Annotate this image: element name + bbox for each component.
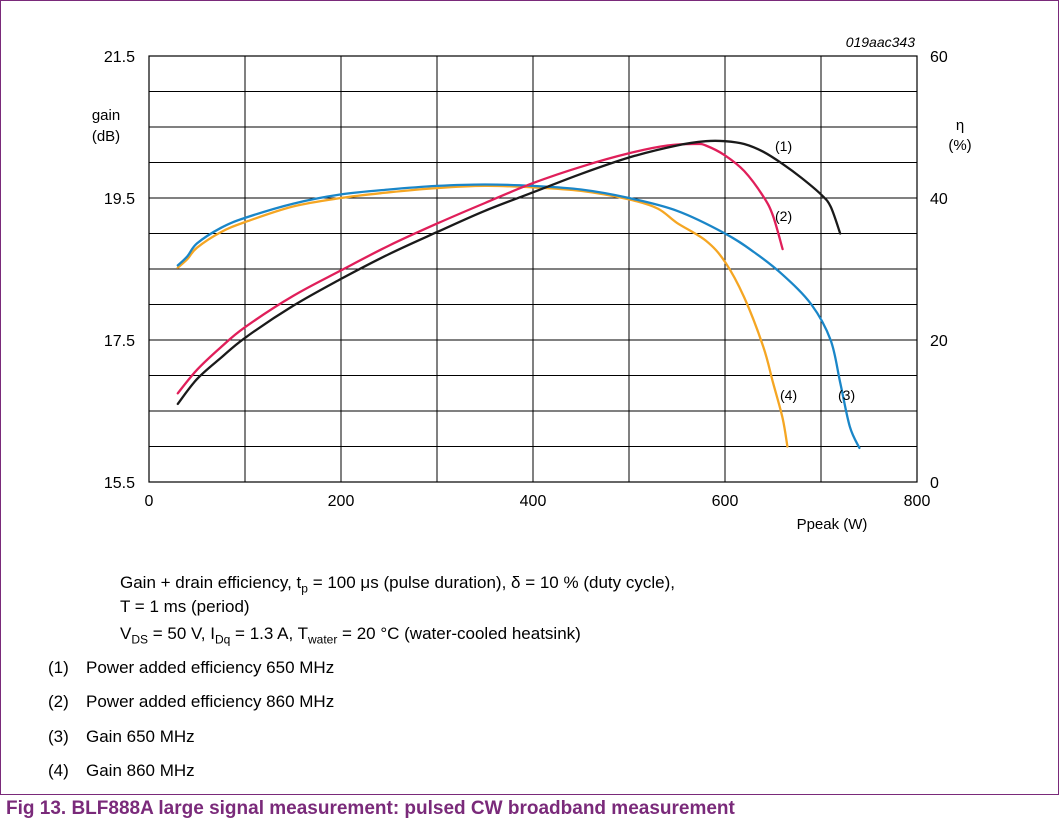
curve-label-1: (1) <box>775 138 792 154</box>
y-right-tick-label: 60 <box>930 49 948 66</box>
chart-grid <box>148 55 918 483</box>
curve-label-2: (2) <box>775 208 792 224</box>
x-tick-label: 800 <box>904 493 931 510</box>
legend-item-2: (2) Power added efficiency 860 MHz <box>48 692 334 712</box>
series-line-1 <box>176 139 842 406</box>
plot-border <box>148 55 918 483</box>
legend-item-4-num: (4) <box>48 761 69 780</box>
note-line-1-sub: p <box>301 581 308 596</box>
left-axis-label-line1: gain <box>92 107 120 124</box>
curve-label-4: (4) <box>780 387 797 403</box>
x-tick-label: 0 <box>145 493 154 510</box>
y-left-tick-label: 17.5 <box>104 333 135 350</box>
curve-label-3: (3) <box>838 387 855 403</box>
x-tick-label: 400 <box>520 493 547 510</box>
note-line-3-sub1: DS <box>131 632 149 647</box>
note-line-3c: = 1.3 A, T <box>230 624 308 643</box>
legend-item-1: (1) Power added efficiency 650 MHz <box>48 658 334 678</box>
y-right-tick-label: 40 <box>930 191 948 208</box>
y-left-tick-label: 15.5 <box>104 475 135 492</box>
note-line-3b: = 50 V, I <box>148 624 215 643</box>
series-line-4 <box>176 184 789 448</box>
legend-item-2-num: (2) <box>48 692 69 711</box>
figure-caption: Fig 13. BLF888A large signal measurement… <box>6 798 735 819</box>
legend-item-4: (4) Gain 860 MHz <box>48 761 195 781</box>
legend-item-1-num: (1) <box>48 658 69 677</box>
note-line-1a: Gain + drain efficiency, t <box>120 573 302 592</box>
note-line-3-sub3: water <box>307 632 338 647</box>
x-tick-label: 200 <box>328 493 355 510</box>
series-line-2 <box>176 142 784 395</box>
series-line-3 <box>176 183 861 450</box>
legend-item-3: (3) Gain 650 MHz <box>48 727 195 747</box>
right-axis-label-line1: η <box>956 117 964 134</box>
note-line-1b: = 100 μs (pulse duration), δ = 10 % (dut… <box>307 573 675 592</box>
chart-curves <box>176 139 861 450</box>
figure-frame <box>0 0 1059 795</box>
y-right-tick-label: 20 <box>930 333 948 350</box>
legend-item-1-text: Power added efficiency 650 MHz <box>86 658 335 677</box>
note-line-1: Gain + drain efficiency, tp = 100 μs (pu… <box>120 572 675 599</box>
note-line-2: T = 1 ms (period) <box>120 597 250 616</box>
y-right-tick-label: 0 <box>930 475 939 492</box>
note-line-3: VDS = 50 V, IDq = 1.3 A, Twater = 20 °C … <box>120 623 581 650</box>
y-left-tick-label: 19.5 <box>104 191 135 208</box>
right-axis-label-line2: (%) <box>948 137 971 154</box>
y-left-tick-label: 21.5 <box>104 49 135 66</box>
figure-code: 019aac343 <box>846 34 916 50</box>
legend-item-4-text: Gain 860 MHz <box>86 761 195 780</box>
note-line-3d: = 20 °C (water-cooled heatsink) <box>337 624 581 643</box>
legend-item-2-text: Power added efficiency 860 MHz <box>86 692 335 711</box>
x-tick-label: 600 <box>712 493 739 510</box>
note-line-3-sub2: Dq <box>214 632 231 647</box>
left-axis-label-line2: (dB) <box>92 128 120 145</box>
note-line-3a: V <box>120 624 132 643</box>
legend-item-3-text: Gain 650 MHz <box>86 727 195 746</box>
legend-item-3-num: (3) <box>48 727 69 746</box>
x-axis-label: Ppeak (W) <box>797 516 868 533</box>
